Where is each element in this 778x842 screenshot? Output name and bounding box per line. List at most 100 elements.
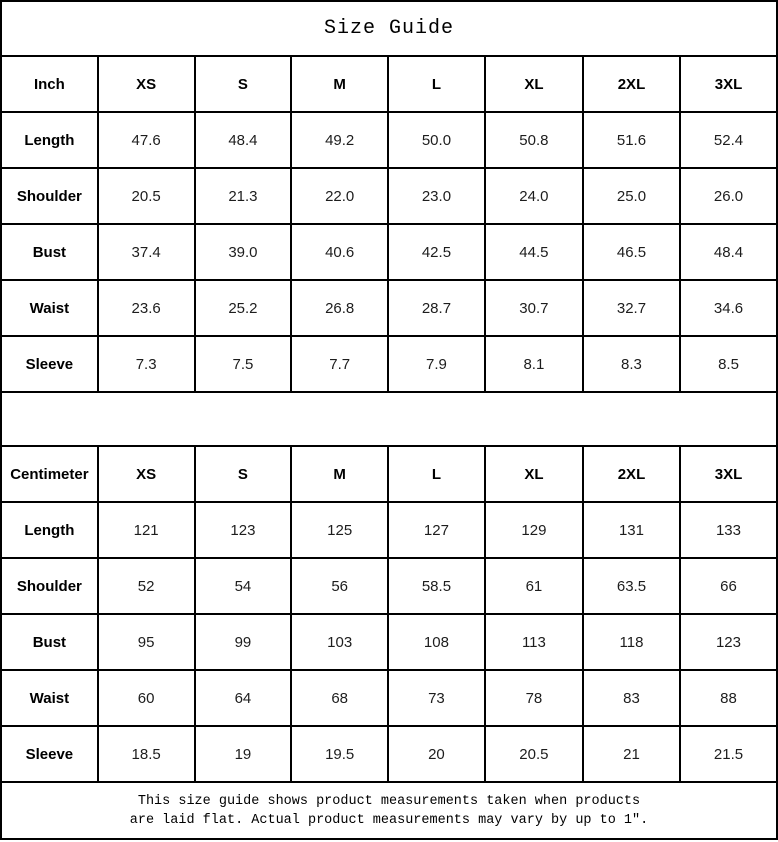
size-value-cell: 50.0 (387, 111, 486, 169)
size-column-header: XL (483, 445, 584, 503)
size-value-cell: 7.3 (96, 335, 196, 393)
size-value-cell: 25.0 (581, 167, 681, 225)
size-value-cell: 103 (290, 613, 390, 671)
size-value-cell: 123 (678, 613, 778, 671)
measurement-row: Sleeve 7.3 7.5 7.7 7.9 8.1 8.3 8.5 (0, 335, 778, 393)
size-column-header: S (193, 445, 293, 503)
size-value-cell: 7.7 (290, 335, 390, 393)
size-value-cell: 34.6 (678, 279, 778, 337)
size-column-header: 2XL (581, 55, 681, 113)
size-value-cell: 131 (581, 501, 681, 559)
size-value-cell: 78 (483, 669, 584, 727)
size-value-cell: 52 (96, 557, 196, 615)
measurement-row: Waist 60 64 68 73 78 83 88 (0, 669, 778, 727)
size-value-cell: 46.5 (581, 223, 681, 281)
size-value-cell: 118 (581, 613, 681, 671)
size-value-cell: 37.4 (96, 223, 196, 281)
size-value-cell: 123 (193, 501, 293, 559)
size-value-cell: 40.6 (290, 223, 390, 281)
size-value-cell: 99 (193, 613, 293, 671)
size-value-cell: 20.5 (96, 167, 196, 225)
size-value-cell: 88 (678, 669, 778, 727)
row-label: Sleeve (0, 335, 99, 393)
measurement-row: Shoulder 20.5 21.3 22.0 23.0 24.0 25.0 26.0 (0, 167, 778, 225)
size-column-header: L (387, 445, 486, 503)
row-label: Shoulder (0, 557, 99, 615)
measurement-row: Sleeve 18.5 19 19.5 20 20.5 21 21.5 (0, 725, 778, 783)
measurement-row: Bust 95 99 103 108 113 118 123 (0, 613, 778, 671)
size-value-cell: 63.5 (581, 557, 681, 615)
size-column-header: L (387, 55, 486, 113)
size-value-cell: 19.5 (290, 725, 390, 783)
size-column-header: 3XL (678, 55, 778, 113)
size-column-header: 2XL (581, 445, 681, 503)
size-table-centimeter: Centimeter XS S M L XL 2XL 3XL Length 121 123 125 12… (0, 445, 778, 783)
header-row: Inch XS S M L XL 2XL 3XL (0, 55, 778, 113)
size-table-inch: Inch XS S M L XL 2XL 3XL Length 47.6 48.4 49.2 50.0 5… (0, 55, 778, 393)
size-value-cell: 68 (290, 669, 390, 727)
size-value-cell: 48.4 (193, 111, 293, 169)
size-value-cell: 58.5 (387, 557, 486, 615)
size-column-header: XS (96, 445, 196, 503)
size-value-cell: 8.5 (678, 335, 778, 393)
size-column-header: M (290, 445, 390, 503)
size-value-cell: 23.0 (387, 167, 486, 225)
size-value-cell: 113 (483, 613, 584, 671)
size-column-header: XS (96, 55, 196, 113)
size-value-cell: 20.5 (483, 725, 584, 783)
size-value-cell: 95 (96, 613, 196, 671)
row-label: Length (0, 501, 99, 559)
row-label: Waist (0, 279, 99, 337)
unit-header: Centimeter (0, 445, 99, 503)
size-value-cell: 24.0 (483, 167, 584, 225)
size-value-cell: 20 (387, 725, 486, 783)
size-value-cell: 19 (193, 725, 293, 783)
size-value-cell: 64 (193, 669, 293, 727)
size-column-header: S (193, 55, 293, 113)
size-value-cell: 51.6 (581, 111, 681, 169)
row-label: Bust (0, 613, 99, 671)
size-value-cell: 129 (483, 501, 584, 559)
size-value-cell: 23.6 (96, 279, 196, 337)
size-value-cell: 8.3 (581, 335, 681, 393)
size-value-cell: 7.9 (387, 335, 486, 393)
size-value-cell: 54 (193, 557, 293, 615)
size-value-cell: 32.7 (581, 279, 681, 337)
size-value-cell: 61 (483, 557, 584, 615)
size-value-cell: 21.5 (678, 725, 778, 783)
row-label: Waist (0, 669, 99, 727)
size-value-cell: 83 (581, 669, 681, 727)
size-value-cell: 60 (96, 669, 196, 727)
row-label: Bust (0, 223, 99, 281)
size-value-cell: 25.2 (193, 279, 293, 337)
unit-header: Inch (0, 55, 99, 113)
header-row: Centimeter XS S M L XL 2XL 3XL (0, 445, 778, 503)
row-label: Length (0, 111, 99, 169)
row-label: Sleeve (0, 725, 99, 783)
table-spacer (0, 393, 778, 447)
page-title: Size Guide (323, 17, 455, 40)
size-value-cell: 21 (581, 725, 681, 783)
size-value-cell: 44.5 (483, 223, 584, 281)
size-value-cell: 50.8 (483, 111, 584, 169)
size-value-cell: 52.4 (678, 111, 778, 169)
size-value-cell: 26.8 (290, 279, 390, 337)
size-value-cell: 30.7 (483, 279, 584, 337)
size-value-cell: 7.5 (193, 335, 293, 393)
title-box: Size Guide (0, 0, 778, 57)
size-value-cell: 48.4 (678, 223, 778, 281)
size-value-cell: 49.2 (290, 111, 390, 169)
size-value-cell: 21.3 (193, 167, 293, 225)
size-value-cell: 42.5 (387, 223, 486, 281)
size-value-cell: 133 (678, 501, 778, 559)
size-value-cell: 22.0 (290, 167, 390, 225)
measurement-row: Length 47.6 48.4 49.2 50.0 50.8 51.6 52.4 (0, 111, 778, 169)
footer-note-line-1: This size guide shows product measuremen… (137, 793, 641, 809)
size-value-cell: 108 (387, 613, 486, 671)
size-value-cell: 56 (290, 557, 390, 615)
size-value-cell: 121 (96, 501, 196, 559)
size-column-header: XL (483, 55, 584, 113)
measurement-row: Bust 37.4 39.0 40.6 42.5 44.5 46.5 48.4 (0, 223, 778, 281)
size-value-cell: 28.7 (387, 279, 486, 337)
